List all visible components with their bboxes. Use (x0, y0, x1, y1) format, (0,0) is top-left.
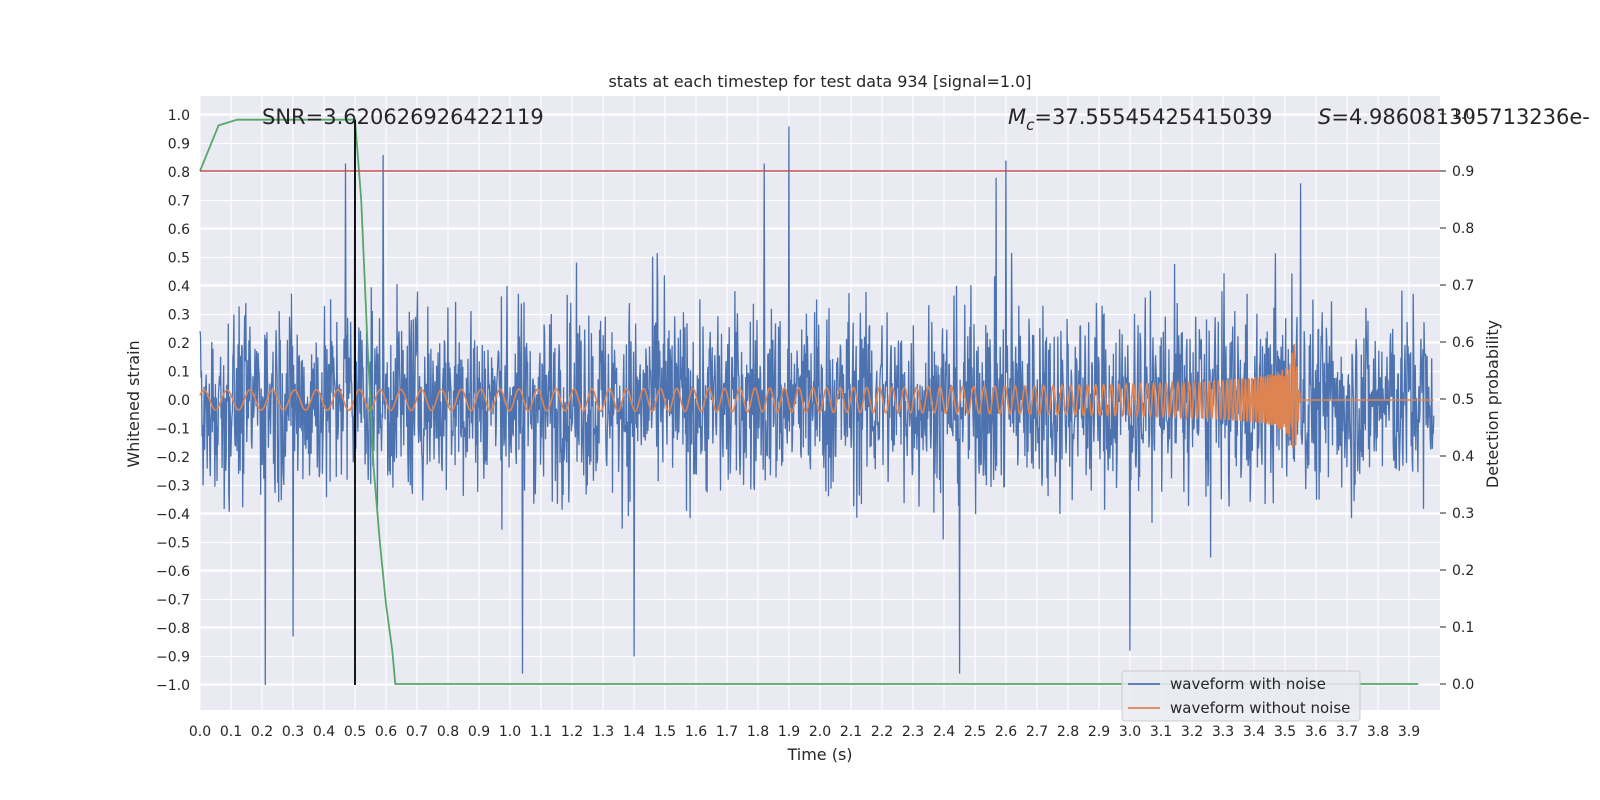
x-tick-label: 1.3 (592, 724, 614, 740)
y-tick-label: 0.3 (168, 308, 190, 324)
y2-tick-label: 0.2 (1452, 563, 1474, 579)
y2-tick-label: 0.4 (1452, 449, 1474, 465)
y-tick-label: −0.6 (156, 564, 190, 580)
legend: waveform with noise waveform without noi… (1121, 670, 1361, 722)
y-tick-label: −1.0 (156, 678, 190, 694)
x-tick-label: 2.9 (1088, 724, 1110, 740)
y2-tick-label: 0.8 (1452, 221, 1474, 237)
x-tick-label: 3.0 (1119, 724, 1141, 740)
chirp-line (199, 343, 1434, 449)
y2-tick-label: 0.1 (1452, 620, 1474, 636)
y-tick-label: 0.7 (168, 194, 190, 210)
x-tick-label: 0.9 (468, 724, 490, 740)
legend-box (1121, 670, 1361, 722)
y-tick-label: 0.0 (168, 393, 190, 409)
x-tick-label: 3.9 (1398, 724, 1420, 740)
x-tick-label: 0.2 (251, 724, 273, 740)
y-tick-label: 0.9 (168, 137, 190, 153)
x-tick-label: 0.3 (282, 724, 304, 740)
x-tick-label: 0.7 (406, 724, 428, 740)
x-tick-label: 2.1 (840, 724, 862, 740)
legend-label-noise: waveform with noise (1170, 675, 1326, 693)
y-tick-label: −0.3 (156, 479, 190, 495)
y2-tick-label: 1.0 (1452, 107, 1474, 123)
y-axis-label: Whitened strain (124, 340, 143, 467)
y2-tick-labels: 0.0 0.1 0.2 0.3 0.4 0.5 0.6 0.7 0.8 0.9 1.0 (1440, 107, 1474, 693)
x-tick-label: 3.8 (1367, 724, 1389, 740)
x-tick-label: 2.5 (964, 724, 986, 740)
y-tick-label: −0.8 (156, 621, 190, 637)
y-tick-label: 0.2 (168, 336, 190, 352)
y-tick-labels: 1.0 0.9 0.8 0.7 0.6 0.5 0.4 0.3 0.2 0.1 0.0 −0.1 −0.… (156, 108, 190, 694)
y2-tick-label: 0.6 (1452, 335, 1474, 351)
chart-title: stats at each timestep for test data 934… (608, 72, 1031, 91)
x-tick-label: 1.8 (747, 724, 769, 740)
chirp-mass-subscript: c (1026, 116, 1035, 134)
chirp-mass-value: =37.55545425415039 (1034, 105, 1272, 129)
y2-axis-label: Detection probability (1483, 320, 1502, 488)
x-tick-label: 1.5 (654, 724, 676, 740)
x-tick-label: 0.4 (313, 724, 335, 740)
s-value: =4.986081305713236e- (1331, 105, 1590, 129)
x-tick-label: 1.6 (685, 724, 707, 740)
x-tick-label: 1.0 (499, 724, 521, 740)
probability-line (199, 118, 1419, 685)
x-tick-label: 3.1 (1150, 724, 1172, 740)
series-waveform-without-noise (199, 343, 1434, 449)
legend-label-no-noise: waveform without noise (1170, 699, 1350, 717)
y-tick-label: 0.1 (168, 365, 190, 381)
x-tick-label: 2.2 (871, 724, 893, 740)
chirp-mass-annotation: Mc=37.55545425415039 (1008, 105, 1272, 134)
x-tick-label: 3.4 (1243, 724, 1265, 740)
x-tick-label: 1.7 (716, 724, 738, 740)
x-tick-labels: 0.0 0.1 0.2 0.3 0.4 0.5 0.6 0.7 0.8 0.9 1.0 1.1 1.2 1… (189, 724, 1420, 740)
x-tick-label: 3.5 (1274, 724, 1296, 740)
s-symbol: S (1318, 105, 1331, 129)
y-tick-label: −0.4 (156, 507, 190, 523)
x-tick-label: 2.7 (1026, 724, 1048, 740)
x-tick-label: 2.3 (902, 724, 924, 740)
x-tick-label: 3.6 (1305, 724, 1327, 740)
y-tick-label: 1.0 (168, 108, 190, 124)
x-tick-label: 3.7 (1336, 724, 1358, 740)
y-tick-label: 0.4 (168, 279, 190, 295)
snr-annotation: SNR=3.620626926422119 (262, 105, 544, 129)
x-tick-label: 2.6 (995, 724, 1017, 740)
x-tick-label: 1.1 (530, 724, 552, 740)
y2-tick-label: 0.5 (1452, 392, 1474, 408)
x-tick-label: 3.2 (1181, 724, 1203, 740)
x-tick-label: 0.5 (344, 724, 366, 740)
y2-tick-label: 0.0 (1452, 677, 1474, 693)
y-tick-label: 0.8 (168, 165, 190, 181)
y-tick-label: −0.2 (156, 450, 190, 466)
x-tick-label: 1.2 (561, 724, 583, 740)
x-axis-label: Time (s) (786, 745, 852, 764)
y2-tick-label: 0.9 (1452, 164, 1474, 180)
y-tick-label: 0.6 (168, 222, 190, 238)
y-tick-label: 0.5 (168, 251, 190, 267)
x-tick-label: 2.0 (809, 724, 831, 740)
x-tick-label: 2.8 (1057, 724, 1079, 740)
y-tick-label: −0.1 (156, 422, 190, 438)
x-tick-label: 0.8 (437, 724, 459, 740)
x-tick-label: 0.0 (189, 724, 211, 740)
y2-tick-label: 0.3 (1452, 506, 1474, 522)
s-annotation: S=4.986081305713236e- (1318, 105, 1590, 129)
y-tick-label: −0.9 (156, 650, 190, 666)
x-tick-label: 2.4 (933, 724, 955, 740)
x-tick-label: 1.4 (623, 724, 645, 740)
x-tick-label: 3.3 (1212, 724, 1234, 740)
x-tick-label: 1.9 (778, 724, 800, 740)
x-tick-label: 0.1 (220, 724, 242, 740)
series-detection-probability (199, 118, 1419, 685)
y2-tick-label: 0.7 (1452, 278, 1474, 294)
y-tick-label: −0.7 (156, 593, 190, 609)
chirp-mass-symbol: M (1008, 105, 1026, 129)
x-tick-label: 0.6 (375, 724, 397, 740)
y-tick-label: −0.5 (156, 536, 190, 552)
